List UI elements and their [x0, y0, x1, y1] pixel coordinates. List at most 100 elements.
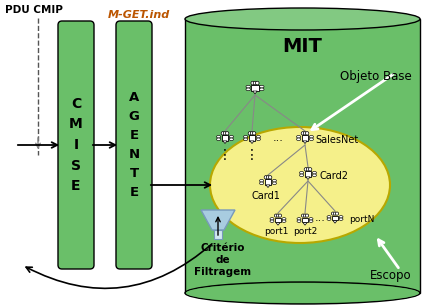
Polygon shape — [249, 141, 253, 144]
FancyBboxPatch shape — [116, 21, 152, 269]
Circle shape — [268, 176, 271, 179]
Polygon shape — [252, 91, 256, 94]
Ellipse shape — [229, 138, 233, 140]
Circle shape — [305, 132, 308, 135]
Text: Escopo: Escopo — [369, 270, 411, 282]
Text: port2: port2 — [292, 228, 317, 237]
Text: ⋮: ⋮ — [245, 148, 258, 162]
Polygon shape — [305, 177, 309, 180]
Text: MIT: MIT — [282, 37, 322, 55]
Ellipse shape — [259, 88, 263, 91]
Circle shape — [305, 214, 308, 217]
Ellipse shape — [216, 138, 220, 140]
Circle shape — [276, 214, 279, 217]
Text: PDU CMIP: PDU CMIP — [5, 5, 63, 15]
FancyBboxPatch shape — [58, 21, 94, 269]
Ellipse shape — [299, 172, 303, 174]
Ellipse shape — [210, 127, 389, 243]
Ellipse shape — [338, 218, 342, 221]
Polygon shape — [275, 223, 279, 225]
Circle shape — [278, 214, 281, 217]
Ellipse shape — [326, 218, 330, 221]
Ellipse shape — [186, 283, 418, 303]
Ellipse shape — [299, 174, 303, 176]
Circle shape — [252, 132, 255, 135]
Ellipse shape — [243, 136, 247, 138]
Circle shape — [264, 176, 267, 179]
Text: SalesNet: SalesNet — [314, 135, 357, 145]
Text: C
M
I
S
E: C M I S E — [69, 97, 83, 193]
Ellipse shape — [243, 138, 247, 140]
Ellipse shape — [308, 138, 313, 140]
Bar — [301, 217, 308, 222]
Text: port1: port1 — [263, 228, 288, 237]
Text: A
G
E
N
T
E: A G E N T E — [128, 91, 139, 199]
Polygon shape — [332, 221, 336, 223]
Circle shape — [250, 81, 254, 85]
Polygon shape — [222, 141, 227, 144]
Circle shape — [303, 168, 307, 171]
Circle shape — [225, 132, 228, 135]
Text: ⋮: ⋮ — [218, 148, 231, 162]
Ellipse shape — [326, 216, 330, 218]
Circle shape — [308, 168, 311, 171]
Circle shape — [253, 81, 256, 85]
Circle shape — [248, 132, 251, 135]
Ellipse shape — [259, 85, 263, 88]
Circle shape — [305, 168, 309, 171]
Ellipse shape — [269, 217, 273, 220]
Bar — [331, 216, 337, 221]
Bar — [221, 136, 228, 140]
Ellipse shape — [272, 180, 276, 182]
Text: Critério
de
Filtragem: Critério de Filtragem — [194, 243, 251, 277]
Text: Objeto Base: Objeto Base — [340, 70, 411, 83]
Circle shape — [250, 132, 253, 135]
Circle shape — [255, 81, 259, 85]
Text: Card1: Card1 — [251, 191, 280, 201]
Bar — [264, 180, 271, 184]
Circle shape — [333, 212, 336, 215]
Ellipse shape — [296, 220, 300, 222]
Circle shape — [266, 176, 269, 179]
Ellipse shape — [184, 282, 419, 304]
Circle shape — [274, 214, 277, 217]
Circle shape — [300, 132, 304, 135]
Bar — [274, 217, 281, 222]
Circle shape — [301, 214, 304, 217]
Ellipse shape — [259, 180, 263, 182]
Ellipse shape — [272, 182, 276, 184]
Ellipse shape — [216, 136, 220, 138]
Circle shape — [302, 132, 306, 135]
Ellipse shape — [296, 217, 300, 220]
Ellipse shape — [311, 172, 316, 174]
Ellipse shape — [308, 217, 312, 220]
Ellipse shape — [338, 216, 342, 218]
Bar — [301, 136, 308, 140]
Text: ...: ... — [314, 213, 325, 223]
Ellipse shape — [245, 88, 250, 91]
Text: ...: ... — [272, 133, 283, 143]
Bar — [248, 136, 255, 140]
Bar — [304, 172, 311, 176]
Text: portN: portN — [348, 216, 374, 225]
Ellipse shape — [256, 136, 260, 138]
Ellipse shape — [296, 136, 300, 138]
Circle shape — [303, 214, 306, 217]
Circle shape — [223, 132, 226, 135]
Ellipse shape — [281, 217, 285, 220]
Circle shape — [334, 212, 338, 215]
Ellipse shape — [296, 138, 300, 140]
Ellipse shape — [245, 85, 250, 88]
Ellipse shape — [269, 220, 273, 222]
Circle shape — [331, 212, 334, 215]
Ellipse shape — [184, 8, 419, 30]
Bar — [213, 230, 222, 239]
Text: M-GET.ind: M-GET.ind — [108, 10, 170, 20]
Polygon shape — [302, 223, 306, 225]
Ellipse shape — [259, 182, 263, 184]
Ellipse shape — [311, 174, 316, 176]
Bar — [251, 85, 258, 91]
Text: Card2: Card2 — [319, 171, 348, 181]
Ellipse shape — [229, 136, 233, 138]
Polygon shape — [184, 19, 419, 293]
